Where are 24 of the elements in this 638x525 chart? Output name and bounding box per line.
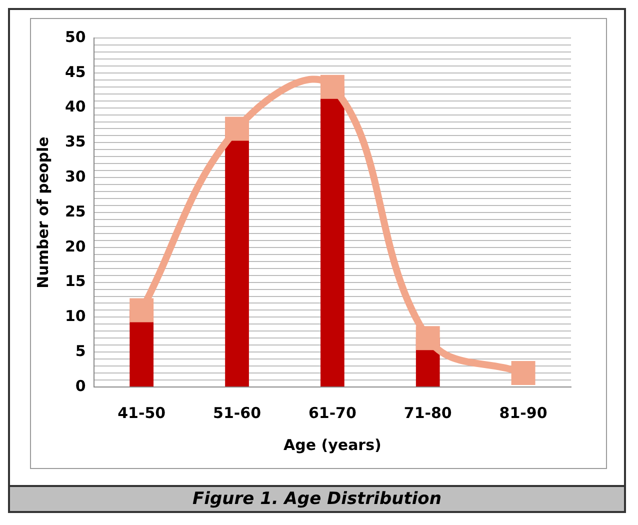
- y-tick-label: 30: [65, 167, 86, 186]
- caption: Figure 1. Age Distribution: [10, 485, 624, 511]
- x-tick-label: 51-60: [213, 404, 262, 422]
- y-tick-label: 25: [65, 202, 86, 220]
- y-tick-label: 40: [65, 98, 86, 116]
- x-axis-title: Age (years): [284, 436, 382, 454]
- point: [511, 361, 536, 386]
- y-axis-title: Number of people: [34, 136, 52, 288]
- x-tick-label: 41-50: [118, 404, 166, 422]
- y-tick-label: 5: [75, 342, 86, 360]
- y-tick-label: 45: [65, 62, 86, 81]
- x-tick-label: 61-70: [308, 404, 356, 422]
- y-tick-label: 50: [65, 28, 86, 46]
- y-tick-label: 15: [65, 272, 86, 290]
- point: [225, 116, 249, 141]
- y-tick-label: 0: [75, 376, 86, 395]
- x-tick-label: 81-90: [499, 404, 548, 422]
- y-tick-label: 35: [65, 132, 86, 151]
- point: [320, 74, 344, 99]
- y-tick-label: 20: [65, 237, 86, 256]
- y-tick-label: 10: [65, 307, 86, 326]
- point: [416, 326, 440, 350]
- x-tick-label: 71-80: [404, 404, 452, 422]
- point: [130, 298, 154, 322]
